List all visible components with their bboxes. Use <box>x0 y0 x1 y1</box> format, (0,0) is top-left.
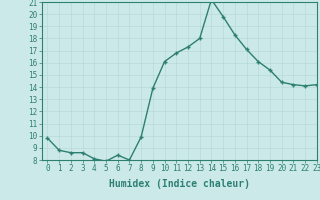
X-axis label: Humidex (Indice chaleur): Humidex (Indice chaleur) <box>109 179 250 189</box>
